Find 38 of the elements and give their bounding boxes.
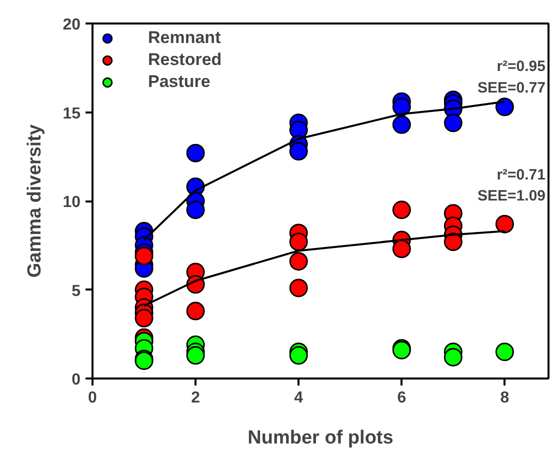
point	[495, 342, 514, 362]
x-tick-label: 2	[191, 390, 200, 406]
point	[289, 232, 308, 252]
legend-label: Remnant	[148, 28, 221, 48]
x-tick-label: 0	[88, 390, 98, 406]
point	[392, 200, 411, 220]
annotation: r²=0.95 SEE=0.77	[478, 58, 546, 96]
point	[289, 142, 308, 161]
point	[495, 98, 514, 116]
point	[186, 200, 205, 220]
legend-label: Restored	[148, 50, 222, 70]
point	[495, 214, 514, 234]
y-tick-label: 15	[62, 105, 81, 122]
point	[444, 114, 462, 132]
y-axis-title: Gamma diversity	[24, 124, 46, 278]
legend-label: Pasture	[148, 72, 210, 92]
point	[289, 252, 308, 271]
y-tick-label: 0	[72, 372, 81, 388]
y-tick-label: 5	[72, 282, 81, 300]
point	[186, 302, 205, 320]
point	[444, 232, 462, 252]
y-tick-label: 20	[62, 16, 81, 34]
point	[289, 346, 308, 365]
point	[134, 308, 154, 328]
x-tick-label: 6	[397, 390, 406, 406]
point	[186, 346, 205, 365]
x-tick-label: 4	[294, 390, 304, 406]
annotation: r²=0.71 SEE=1.09	[478, 166, 546, 205]
point	[392, 115, 411, 134]
y-tick-label: 10	[62, 194, 81, 211]
point	[444, 348, 462, 366]
x-tick-label: 8	[500, 390, 510, 406]
point	[289, 278, 308, 298]
point	[186, 144, 205, 162]
point	[134, 246, 154, 266]
x-axis-title: Number of plots	[248, 428, 394, 448]
point	[392, 240, 411, 258]
point	[392, 98, 411, 116]
